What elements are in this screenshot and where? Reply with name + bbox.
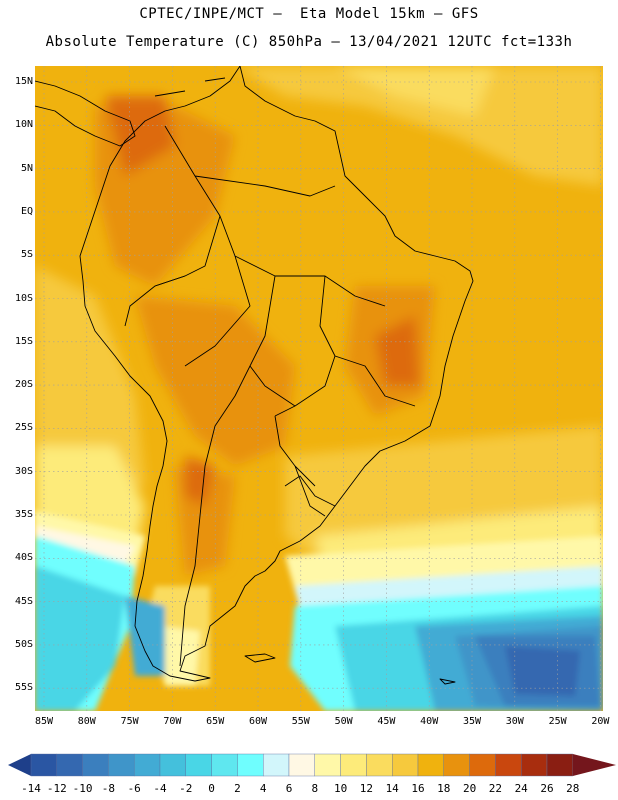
colorbar-tick-label: 22 [488, 782, 503, 795]
colorbar-segment [521, 753, 548, 777]
map-title: CPTEC/INPE/MCT – Eta Model 15km – GFS [139, 6, 479, 22]
colorbar-segment [443, 753, 470, 777]
colorbar-segment [392, 753, 419, 777]
colorbar-segment [469, 753, 496, 777]
lon-label: 75W [120, 716, 139, 727]
lon-label: 85W [34, 716, 54, 727]
lat-label: EQ [20, 205, 33, 217]
colorbar-tick-label: 24 [514, 782, 528, 795]
colorbar-segment [82, 753, 109, 777]
colorbar-segment [366, 753, 393, 777]
lon-label: 45W [377, 716, 396, 727]
lon-label: 70W [163, 716, 182, 727]
colorbar-tick-label: -2 [179, 782, 193, 795]
lat-label: 30S [14, 465, 33, 477]
colorbar-segment [211, 753, 238, 777]
colorbar-segment [417, 753, 444, 777]
lat-label: 40S [14, 552, 33, 564]
lon-label: 60W [248, 716, 268, 727]
colorbar-segment [263, 753, 290, 777]
falkland-islands [244, 653, 276, 663]
colorbar-tick-label: 14 [385, 782, 399, 795]
colorbar-tick-label: 20 [462, 782, 477, 795]
lat-label: 5S [20, 249, 33, 261]
lat-label: 15S [14, 335, 33, 347]
colorbar-segment [56, 753, 83, 777]
colorbar-tick-label: 8 [311, 782, 319, 795]
colorbar-tick-label: 0 [208, 782, 215, 795]
temperature-map [35, 66, 603, 711]
colorbar-tick-label: 4 [259, 782, 267, 795]
colorbar [8, 753, 616, 777]
colorbar-tick-label: 10 [333, 782, 348, 795]
colorbar-tick-label: 18 [437, 782, 451, 795]
lon-label: 65W [206, 716, 225, 727]
lat-label: 55S [14, 682, 33, 694]
map-gridlines [35, 66, 603, 711]
colorbar-segment [314, 753, 341, 777]
lat-label: 10N [14, 119, 33, 131]
lon-label: 40W [420, 716, 439, 727]
lat-label: 35S [14, 509, 33, 520]
lon-label: 55W [291, 716, 310, 727]
colorbar-segment [108, 753, 135, 777]
lon-label: 50W [334, 716, 353, 727]
map-subtitle: Absolute Temperature (C) 850hPa – 13/04/… [45, 34, 573, 50]
colorbar-tick-label: 6 [285, 782, 293, 795]
lon-label: 80W [77, 716, 96, 727]
lon-label: 30W [505, 716, 524, 727]
colorbar-segment [133, 753, 161, 777]
colorbar-segment [340, 753, 367, 777]
lon-label: 25W [548, 716, 567, 727]
colorbar-tick-label: -12 [46, 782, 67, 795]
colorbar-segment [30, 753, 57, 777]
lat-label: 45S [14, 595, 33, 607]
colorbar-tick-label: 12 [359, 782, 374, 795]
temp-field-west-pale [35, 266, 145, 486]
lat-label: 5N [20, 162, 33, 174]
colorbar-segment [159, 753, 186, 777]
colorbar-segment [546, 753, 573, 777]
colorbar-segment [185, 753, 212, 777]
colorbar-tick-label: 26 [540, 782, 554, 795]
colorbar-tick-label: 16 [411, 782, 425, 795]
lat-label: 15N [14, 76, 33, 87]
lat-label: 10S [14, 292, 33, 304]
lat-label: 20S [14, 379, 33, 391]
south-america-coastline [79, 66, 474, 682]
colorbar-left-arrow [8, 754, 31, 776]
lat-label: 25S [14, 422, 33, 434]
colorbar-tick-label: 2 [234, 782, 241, 795]
colorbar-tick-label: 28 [566, 782, 580, 795]
colorbar-right-arrow [572, 754, 616, 776]
country-borders [154, 125, 416, 667]
colorbar-segment [495, 753, 522, 777]
temp-field-north-pale [235, 66, 603, 186]
lat-label: 50S [14, 638, 33, 650]
colorbar-tick-label: -10 [72, 782, 93, 795]
colorbar-tick-label: -8 [101, 782, 116, 795]
central-america-coastline [35, 80, 136, 147]
colorbar-segment [237, 753, 264, 777]
colorbar-tick-label: -14 [21, 782, 41, 795]
colorbar-tick-label: -6 [127, 782, 141, 795]
colorbar-segment [288, 753, 315, 777]
lon-label: 20W [591, 716, 610, 727]
coastlines-borders [35, 66, 474, 685]
lon-label: 35W [462, 716, 482, 727]
colorbar-tick-label: -4 [153, 782, 167, 795]
caribbean-islands [154, 77, 226, 97]
